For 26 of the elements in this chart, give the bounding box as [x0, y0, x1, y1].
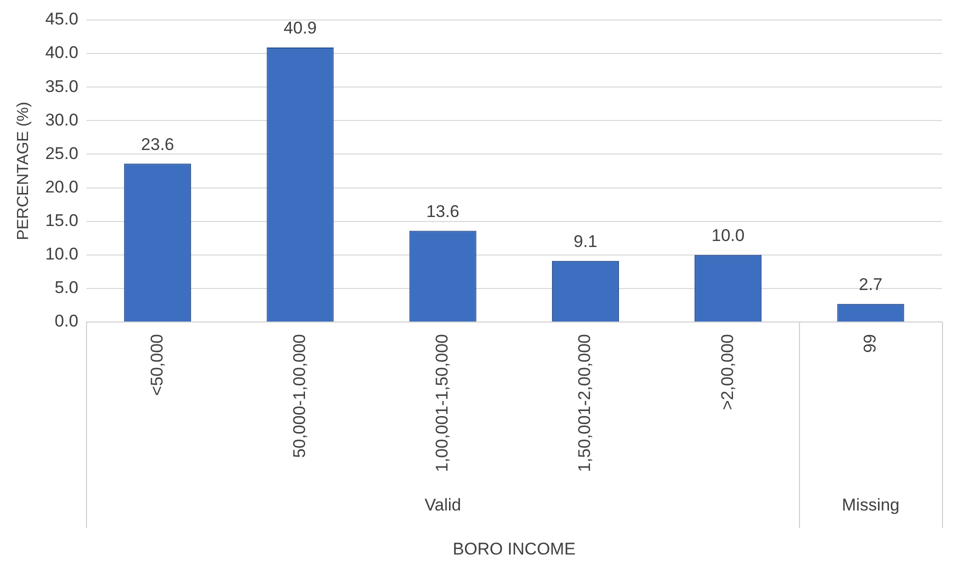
text: Missing	[842, 496, 900, 515]
x-tick-label: 1,50,001-2,00,000	[575, 334, 594, 472]
x-axis-title: BORO INCOME	[452, 540, 576, 559]
y-tick-label: 30.0	[45, 110, 78, 130]
y-tick-label: 15.0	[45, 211, 78, 230]
data-label: 13.6	[426, 202, 460, 221]
data-label: 40.9	[284, 18, 317, 38]
text: Valid	[424, 496, 462, 515]
data-label: 2.7	[858, 275, 883, 294]
x-tick-label: 1,00,001-1,50,000	[432, 334, 452, 472]
y-axis-title: PERCENTAGE (%)	[15, 102, 32, 240]
x-tick-label: <50,000	[147, 334, 166, 396]
x-tick-label: 50,000-1,00,000	[290, 334, 309, 458]
data-label: 9.1	[574, 232, 598, 252]
y-tick-label: 25.0	[45, 144, 78, 163]
y-tick-label: 0.0	[54, 312, 78, 331]
x-tick-label: >2,00,000	[718, 334, 737, 410]
data-label: 10.0	[712, 226, 745, 246]
x-tick-label: 99	[860, 334, 880, 353]
y-tick-label: 45.0	[45, 10, 78, 29]
y-tick-label: 20.0	[45, 177, 78, 196]
data-label: 23.6	[141, 134, 174, 154]
y-tick-label: 5.0	[54, 278, 78, 298]
y-tick-label: 10.0	[45, 244, 78, 264]
y-tick-label: 35.0	[45, 76, 78, 96]
y-tick-label: 40.0	[45, 43, 78, 62]
